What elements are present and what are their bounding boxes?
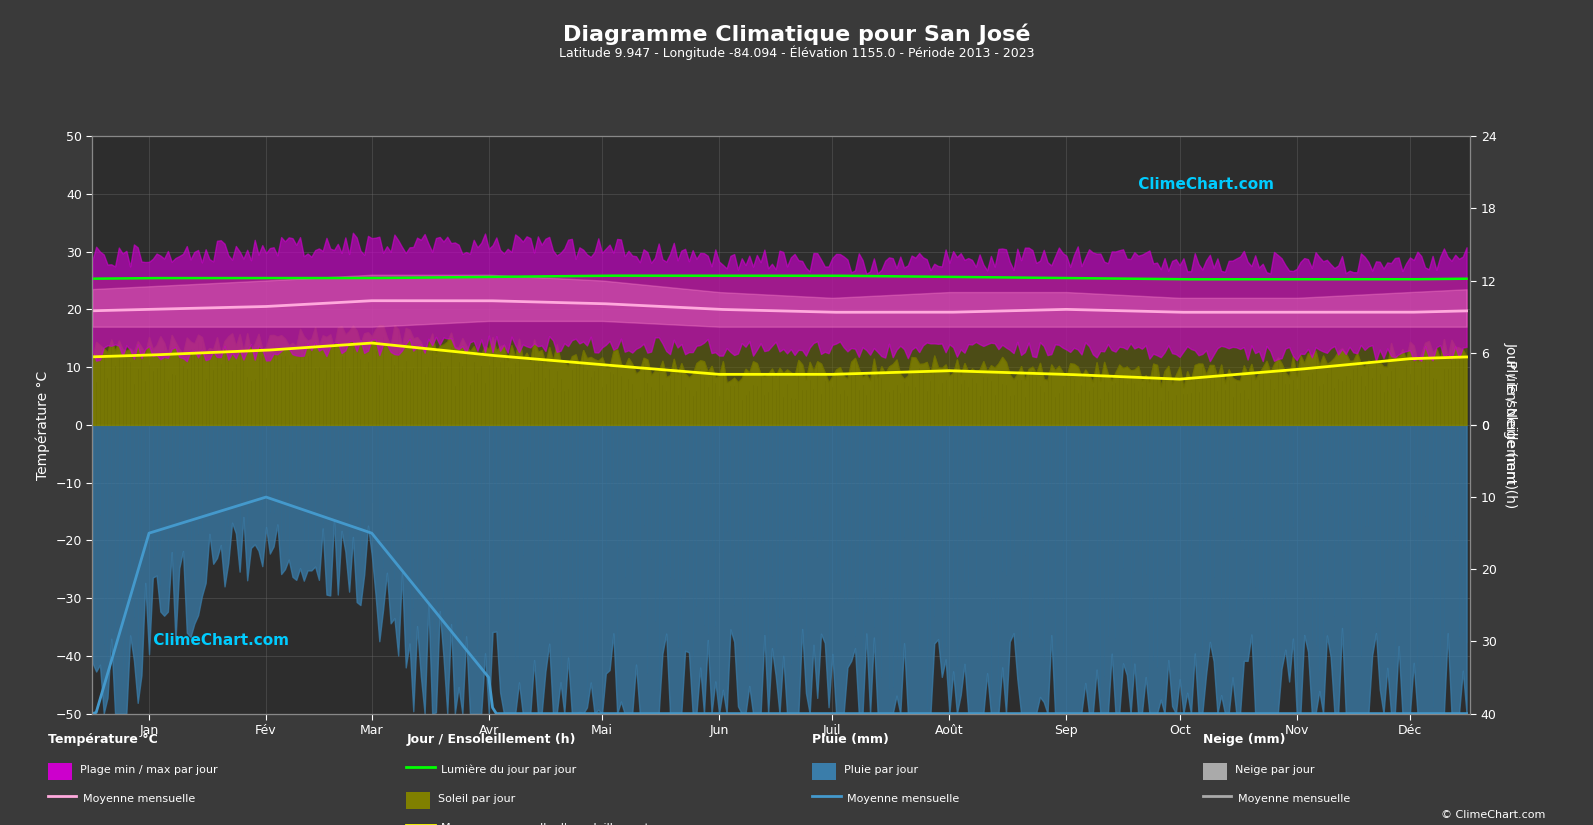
Text: Pluie par jour: Pluie par jour: [844, 765, 919, 775]
Text: Lumière du jour par jour: Lumière du jour par jour: [441, 765, 577, 775]
Text: ClimeChart.com: ClimeChart.com: [148, 633, 288, 648]
Text: Soleil par jour: Soleil par jour: [438, 794, 515, 804]
Text: Moyenne mensuelle: Moyenne mensuelle: [83, 794, 194, 804]
Text: Diagramme Climatique pour San José: Diagramme Climatique pour San José: [562, 23, 1031, 45]
Text: Neige par jour: Neige par jour: [1235, 765, 1314, 775]
Y-axis label: Pluie / Neige (mm): Pluie / Neige (mm): [1504, 361, 1518, 489]
Text: Température °C: Température °C: [48, 733, 158, 746]
Text: Latitude 9.947 - Longitude -84.094 - Élévation 1155.0 - Période 2013 - 2023: Latitude 9.947 - Longitude -84.094 - Élé…: [559, 45, 1034, 60]
Text: ClimeChart.com: ClimeChart.com: [1133, 177, 1274, 191]
Text: Moyenne mensuelle: Moyenne mensuelle: [1238, 794, 1349, 804]
Text: Moyenne mensuelle d'ensoleillement: Moyenne mensuelle d'ensoleillement: [441, 823, 650, 825]
Text: Jour / Ensoleillement (h): Jour / Ensoleillement (h): [406, 733, 575, 746]
Text: Plage min / max par jour: Plage min / max par jour: [80, 765, 217, 775]
Text: Pluie (mm): Pluie (mm): [812, 733, 889, 746]
Text: Neige (mm): Neige (mm): [1203, 733, 1286, 746]
Y-axis label: Température °C: Température °C: [35, 370, 49, 479]
Text: © ClimeChart.com: © ClimeChart.com: [1440, 810, 1545, 820]
Text: Moyenne mensuelle: Moyenne mensuelle: [847, 794, 959, 804]
Y-axis label: Jour / Ensoleillement (h): Jour / Ensoleillement (h): [1504, 342, 1518, 508]
